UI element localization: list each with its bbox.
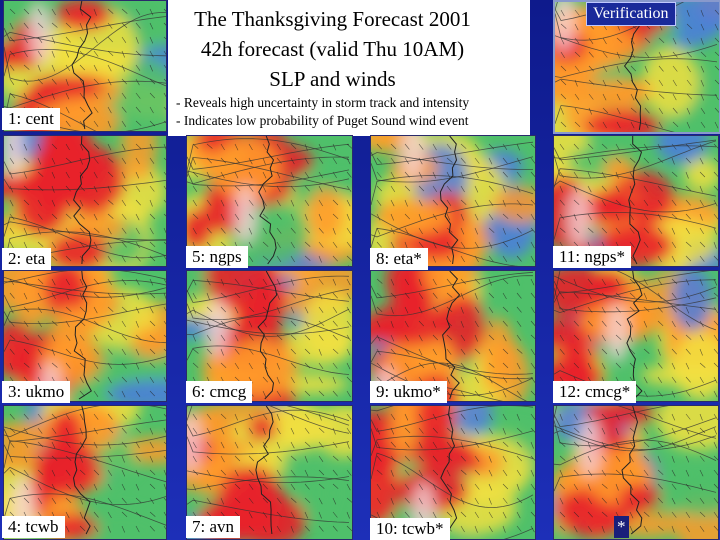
map-panel-eta-star xyxy=(370,135,536,267)
map-panel-tcwb-star xyxy=(370,405,536,540)
map-panel-ensemble-star xyxy=(553,405,719,540)
wind-map-cent xyxy=(4,1,166,131)
note-line-1: - Reveals high uncertainty in storm trac… xyxy=(176,95,470,110)
wind-map-eta-star xyxy=(371,136,535,266)
panel-label-cmcg-star: 12: cmcg* xyxy=(553,381,637,403)
title-line-2: 42h forecast (valid Thu 10AM) xyxy=(200,37,465,61)
map-panel-cmcg-star xyxy=(553,270,719,402)
map-panel-cent xyxy=(3,0,167,132)
wind-map-tcwb xyxy=(4,406,166,539)
title-line-1: The Thanksgiving Forecast 2001 xyxy=(194,7,471,31)
panel-label-eta-star: 8: eta* xyxy=(370,248,428,270)
notes-block: - Reveals high uncertainty in storm trac… xyxy=(176,94,469,130)
wind-map-cmcg xyxy=(187,271,352,401)
panel-label-ensemble-star: * xyxy=(614,516,629,538)
slide-title: The Thanksgiving Forecast 2001 42h forec… xyxy=(180,4,485,94)
panel-label-ngps: 5: ngps xyxy=(186,246,248,268)
panel-label-tcwb-star: 10: tcwb* xyxy=(370,518,450,540)
wind-map-ngps xyxy=(187,136,352,266)
map-panel-ngps-star xyxy=(553,135,719,267)
panel-label-cent: 1: cent xyxy=(2,108,60,130)
wind-map-ngps-star xyxy=(554,136,718,266)
panel-label-ukmo: 3: ukmo xyxy=(2,381,71,403)
wind-map-avn xyxy=(187,406,352,539)
panel-label-cmcg: 6: cmcg xyxy=(186,381,253,403)
wind-map-ensemble-star xyxy=(554,406,718,539)
panel-label-ngps-star: 11: ngps* xyxy=(553,246,631,268)
panel-label-ukmo-star: 9: ukmo* xyxy=(370,381,447,403)
title-background xyxy=(168,0,530,136)
wind-map-tcwb-star xyxy=(371,406,535,539)
wind-map-cmcg-star xyxy=(554,271,718,401)
map-panel-tcwb xyxy=(3,405,167,540)
verification-label: Verification xyxy=(586,2,676,26)
panel-label-avn: 7: avn xyxy=(186,516,241,538)
map-panel-avn xyxy=(186,405,353,540)
map-panel-ngps xyxy=(186,135,353,267)
map-panel-cmcg xyxy=(186,270,353,402)
title-line-3: SLP and winds xyxy=(269,67,396,91)
panel-label-tcwb: 4: tcwb xyxy=(2,516,65,538)
panel-label-eta: 2: eta xyxy=(2,248,52,270)
note-line-2: - Indicates low probability of Puget Sou… xyxy=(176,113,469,128)
wind-map-eta xyxy=(4,136,166,266)
map-panel-eta xyxy=(3,135,167,267)
